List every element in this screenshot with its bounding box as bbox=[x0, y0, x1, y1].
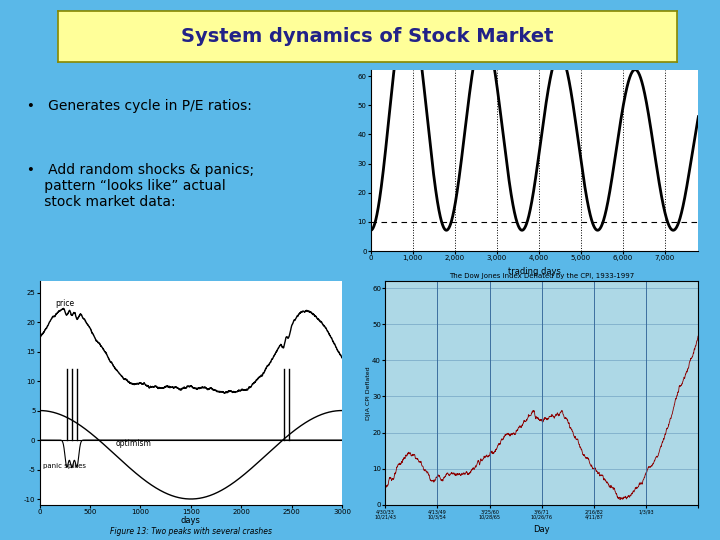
X-axis label: Day: Day bbox=[534, 525, 550, 535]
Y-axis label: DJIA CPI Deflated: DJIA CPI Deflated bbox=[366, 366, 371, 420]
X-axis label: days: days bbox=[181, 516, 201, 525]
Text: •   Generates cycle in P/E ratios:: • Generates cycle in P/E ratios: bbox=[17, 99, 251, 113]
Text: panic spikes: panic spikes bbox=[42, 463, 86, 469]
Text: System dynamics of Stock Market: System dynamics of Stock Market bbox=[181, 27, 554, 46]
Text: optimism: optimism bbox=[115, 439, 151, 448]
X-axis label: trading days: trading days bbox=[508, 267, 561, 276]
Text: price: price bbox=[55, 299, 75, 308]
Text: Figure 13: Two peaks with several crashes: Figure 13: Two peaks with several crashe… bbox=[109, 527, 271, 536]
Text: •   Add random shocks & panics;
      pattern “looks like” actual
      stock ma: • Add random shocks & panics; pattern “l… bbox=[17, 163, 253, 210]
Title: The Dow Jones Index Deflated by the CPI, 1933-1997: The Dow Jones Index Deflated by the CPI,… bbox=[449, 273, 634, 279]
